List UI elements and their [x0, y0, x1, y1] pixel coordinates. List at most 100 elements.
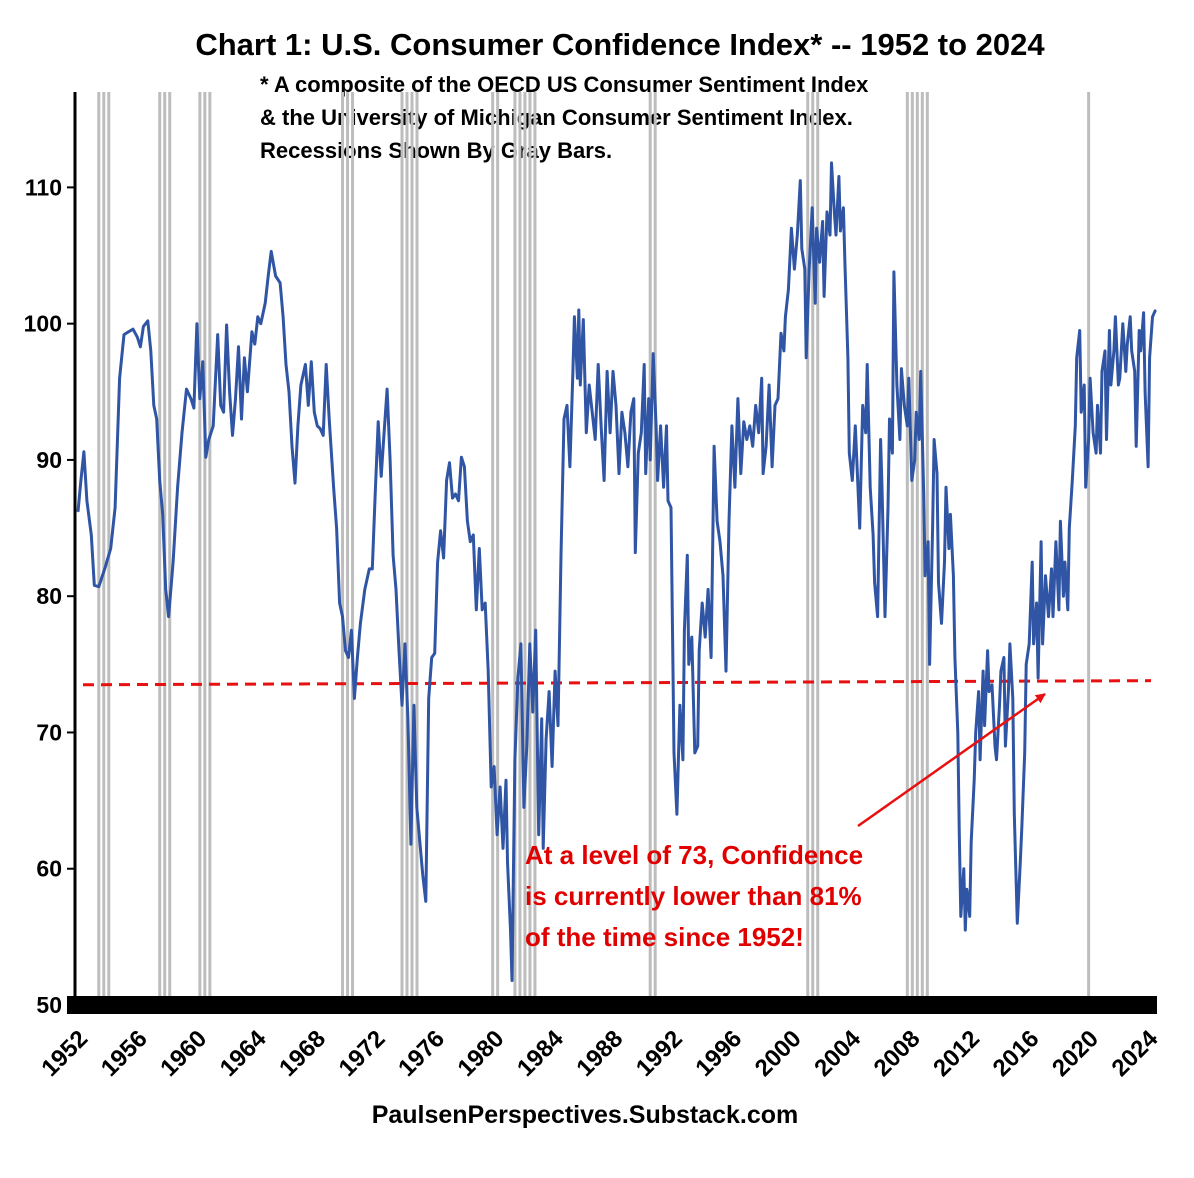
- data-point: [988, 691, 990, 693]
- data-point: [572, 370, 574, 372]
- data-point: [847, 357, 849, 359]
- data-point: [1074, 425, 1076, 427]
- data-point: [196, 323, 198, 325]
- data-point: [1131, 350, 1133, 352]
- data-point: [517, 677, 519, 679]
- data-point: [416, 806, 418, 809]
- data-point: [347, 656, 350, 659]
- data-point: [147, 320, 149, 322]
- data-point: [551, 765, 553, 768]
- data-point: [1135, 445, 1137, 447]
- data-point: [463, 466, 465, 468]
- data-point: [142, 325, 144, 327]
- data-point: [954, 656, 956, 659]
- data-point: [548, 691, 550, 693]
- data-point: [663, 486, 665, 488]
- data-point: [872, 534, 874, 536]
- data-point: [162, 513, 164, 516]
- data-point: [1025, 663, 1027, 665]
- data-point: [842, 207, 845, 209]
- y-tick-label: 70: [36, 719, 62, 745]
- data-point: [704, 636, 706, 638]
- recession-bar: [415, 92, 419, 1005]
- data-point: [1105, 438, 1108, 441]
- data-point: [428, 697, 430, 700]
- data-point: [526, 745, 528, 747]
- recession-bar: [648, 92, 652, 1005]
- recession-bar: [518, 92, 522, 1005]
- data-point: [386, 388, 388, 390]
- data-point: [208, 438, 210, 441]
- data-point: [765, 445, 767, 447]
- data-point: [796, 234, 798, 236]
- data-point: [652, 353, 654, 355]
- data-point: [823, 295, 825, 297]
- data-point: [1047, 616, 1050, 618]
- data-point: [783, 350, 785, 352]
- data-point: [356, 656, 358, 659]
- data-point: [506, 861, 509, 863]
- annotation-arrow: [857, 692, 1046, 828]
- data-point: [325, 363, 327, 366]
- data-point: [627, 466, 629, 468]
- data-point: [377, 421, 379, 423]
- data-point: [701, 602, 703, 604]
- data-point: [915, 411, 917, 413]
- data-point: [535, 629, 537, 631]
- data-point: [359, 622, 361, 625]
- data-point: [260, 323, 262, 325]
- data-point: [667, 500, 669, 502]
- data-point: [1122, 323, 1124, 325]
- data-point: [838, 175, 840, 178]
- data-point: [336, 527, 338, 529]
- x-tick-label: 1984: [512, 1025, 569, 1082]
- data-point: [822, 220, 824, 223]
- recession-bar: [158, 92, 162, 1005]
- data-point: [984, 725, 986, 727]
- recession-bar: [496, 92, 500, 1005]
- data-point: [697, 745, 699, 747]
- x-tick-label: 2004: [809, 1025, 866, 1082]
- data-point: [1140, 350, 1142, 352]
- data-point: [229, 391, 231, 393]
- data-point: [758, 432, 760, 434]
- data-point: [1012, 697, 1014, 700]
- data-point: [413, 704, 415, 706]
- data-point: [710, 656, 712, 659]
- data-point: [1110, 384, 1112, 386]
- data-point: [682, 759, 684, 761]
- data-point: [569, 466, 571, 468]
- recession-bar: [400, 92, 404, 1005]
- data-point: [1092, 432, 1094, 434]
- x-tick-label: 1956: [96, 1025, 153, 1082]
- data-point: [737, 398, 739, 400]
- data-point: [998, 704, 1001, 706]
- data-point: [887, 507, 889, 509]
- data-point: [891, 452, 894, 454]
- data-point: [1083, 384, 1085, 386]
- data-point: [881, 486, 883, 488]
- reference-line: [82, 679, 1152, 687]
- data-point: [896, 384, 898, 386]
- data-point: [698, 650, 700, 652]
- data-point: [969, 915, 971, 918]
- data-point: [774, 404, 776, 406]
- recession-bar: [806, 92, 810, 1005]
- data-point: [790, 227, 793, 229]
- data-point: [768, 384, 770, 386]
- data-point: [1071, 479, 1073, 481]
- data-point: [316, 425, 318, 427]
- data-point: [499, 786, 501, 788]
- data-point: [514, 759, 516, 761]
- data-point: [1009, 643, 1011, 645]
- data-point: [749, 425, 751, 427]
- data-point: [77, 511, 79, 513]
- data-point: [267, 275, 269, 277]
- data-point: [156, 418, 158, 420]
- data-point: [609, 432, 611, 434]
- data-point: [199, 398, 201, 400]
- data-point: [576, 377, 579, 379]
- data-point: [1055, 541, 1057, 543]
- x-tick-label: 1964: [215, 1025, 272, 1082]
- data-point: [398, 650, 400, 652]
